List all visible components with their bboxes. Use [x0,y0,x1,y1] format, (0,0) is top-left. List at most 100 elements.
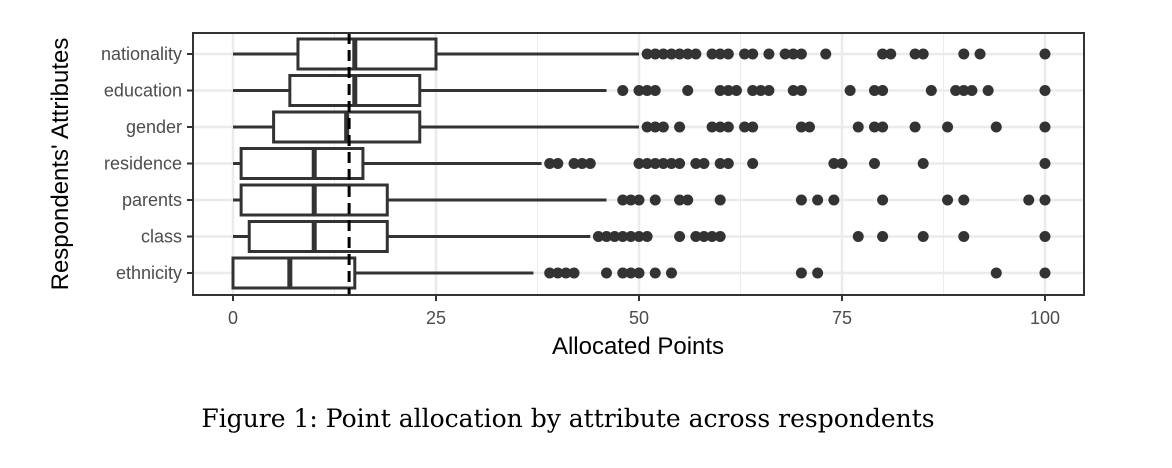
outlier-point [747,158,759,169]
outlier-point [714,158,726,169]
outlier-point [763,85,775,96]
outlier-point [649,158,661,169]
outlier-point [674,48,686,60]
box-residence [233,147,1051,180]
y-tick-label: nationality [101,44,182,64]
y-axis-label: Respondents' Attributes [47,38,74,291]
outlier-point [844,85,856,96]
outlier-point [568,158,580,169]
outlier-point [633,194,645,206]
outlier-point [682,194,694,206]
outlier-point [698,158,710,169]
outlier-point [633,231,645,242]
outlier-point [601,267,613,279]
outlier-point [714,121,726,133]
outlier-point [828,194,840,206]
outlier-point [755,85,767,96]
outlier-point [657,121,669,133]
outlier-point [1039,48,1051,60]
y-tick-label: education [104,81,182,101]
outlier-point [674,158,686,169]
outlier-point [592,231,604,242]
outlier-point [617,194,629,206]
iqr-box [231,256,357,290]
outlier-point [917,48,929,60]
outlier-point [617,231,629,242]
outlier-point [560,267,572,279]
box-education [233,74,1051,107]
outlier-point [674,121,686,133]
outlier-point [852,231,864,242]
y-tick-label: residence [104,154,182,174]
outlier-point [690,231,702,242]
outlier-point [706,231,718,242]
outlier-point [641,85,653,96]
iqr-box [239,147,365,180]
outlier-point [617,85,629,96]
x-axis-label: Allocated Points [552,333,724,360]
y-tick-label: class [141,227,182,247]
outlier-point [641,158,653,169]
iqr-box [247,220,389,253]
outlier-point [747,48,759,60]
outlier-point [706,48,718,60]
outlier-point [885,48,897,60]
outlier-point [917,158,929,169]
outlier-point [665,267,677,279]
outlier-point [747,121,759,133]
outlier-point [958,85,970,96]
outlier-point [1039,194,1051,206]
outlier-point [552,158,564,169]
outlier-point [633,267,645,279]
outlier-point [1039,267,1051,279]
outlier-point [828,158,840,169]
box-parents [233,183,1051,217]
outlier-point [917,231,929,242]
box-nationality [233,37,1051,71]
y-tick-label: ethnicity [116,263,182,283]
box-gender [233,110,1051,144]
outlier-point [804,121,816,133]
y-tick-label: parents [122,190,182,210]
boxes [231,37,1051,290]
outlier-point [812,267,824,279]
outlier-point [649,194,661,206]
outlier-point [812,194,824,206]
x-tick-label: 25 [426,308,446,328]
outlier-point [544,158,556,169]
outlier-point [990,267,1002,279]
outlier-point [877,85,889,96]
box-class [233,220,1051,253]
outlier-point [836,158,848,169]
outlier-point [974,48,986,60]
x-tick-label: 75 [832,308,852,328]
outlier-point [609,231,621,242]
outlier-point [877,231,889,242]
outlier-point [852,121,864,133]
outlier-point [942,194,954,206]
outlier-point [722,121,734,133]
outlier-point [682,85,694,96]
outlier-point [877,48,889,60]
x-axis-ticks: 0 25 50 75 100 [228,295,1060,328]
outlier-point [706,121,718,133]
outlier-point [690,48,702,60]
outlier-point [633,85,645,96]
outlier-point [649,85,661,96]
outlier-point [787,48,799,60]
outlier-point [714,85,726,96]
outlier-point [641,121,653,133]
outlier-point [795,194,807,206]
outlier-point [576,158,588,169]
outlier-point [649,121,661,133]
outlier-point [730,85,742,96]
outlier-point [665,158,677,169]
outlier-point [966,85,978,96]
outlier-point [795,121,807,133]
outlier-point [665,48,677,60]
outlier-point [877,194,889,206]
outlier-point [779,48,791,60]
outlier-point [584,158,596,169]
outlier-point [690,158,702,169]
